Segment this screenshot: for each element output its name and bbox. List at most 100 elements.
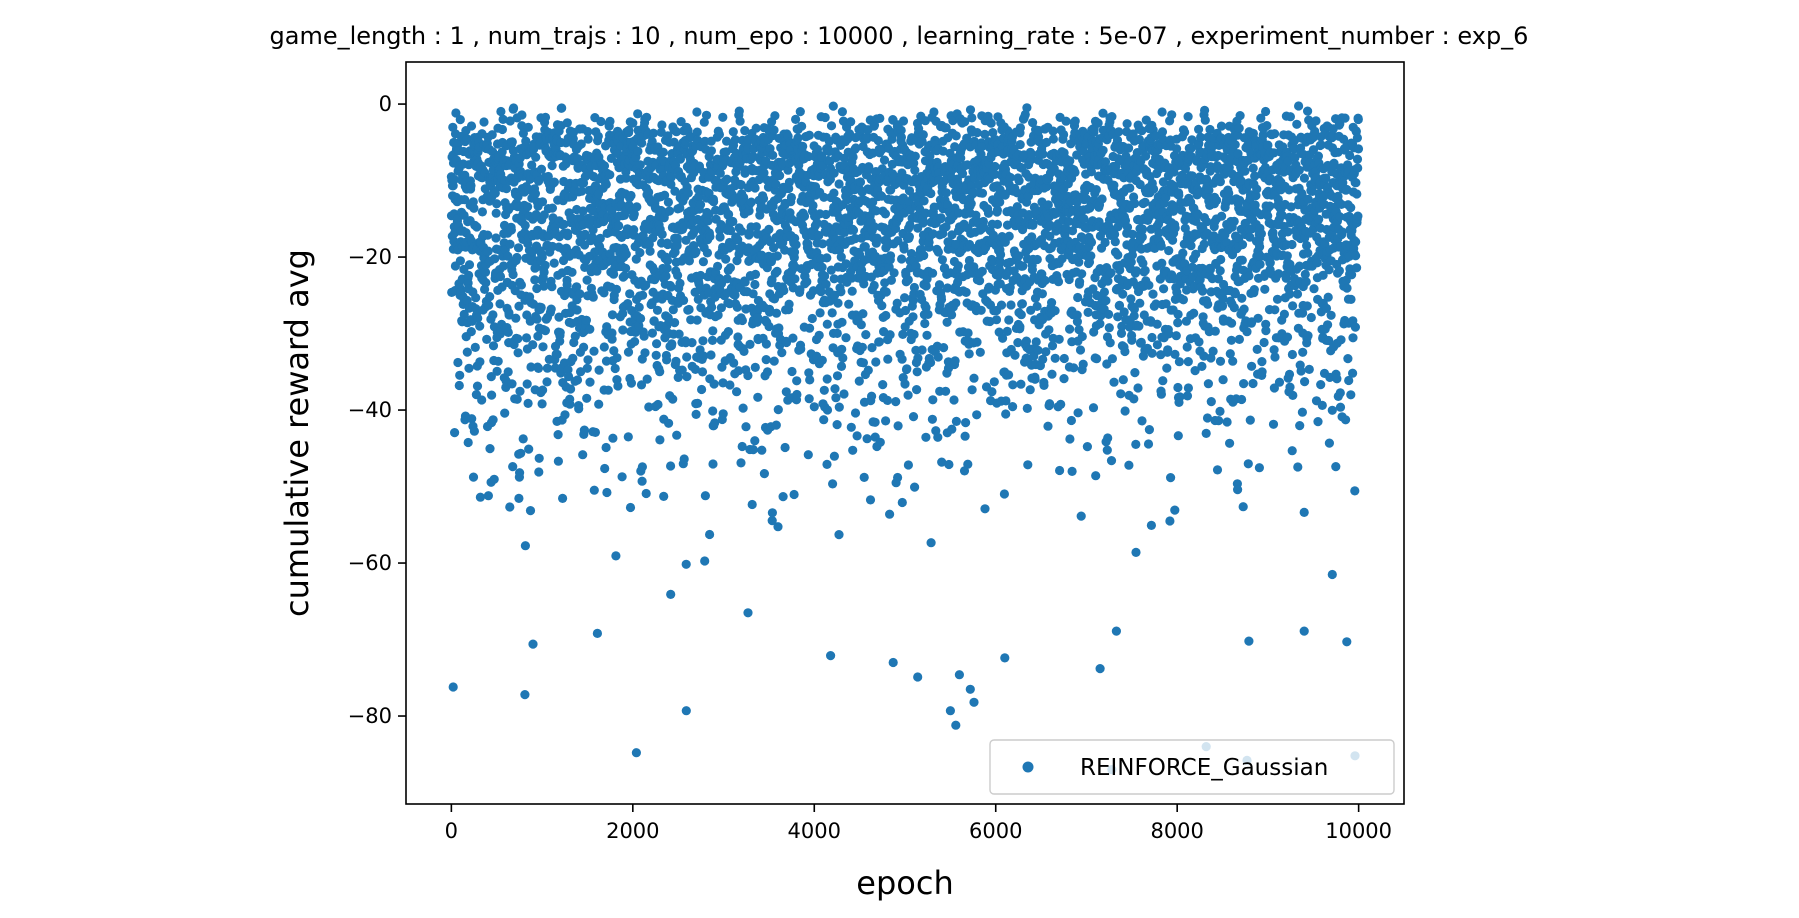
data-point xyxy=(479,117,489,127)
data-point xyxy=(505,502,515,512)
data-point xyxy=(582,393,592,403)
data-point xyxy=(1182,342,1192,352)
data-point xyxy=(566,384,576,394)
data-point xyxy=(533,363,544,373)
data-point xyxy=(617,472,627,482)
data-point xyxy=(1168,235,1178,245)
data-point xyxy=(572,282,582,292)
data-point xyxy=(542,377,552,387)
data-point xyxy=(1140,265,1150,276)
data-point xyxy=(576,139,586,149)
data-point xyxy=(1141,151,1151,161)
data-point xyxy=(1055,465,1065,476)
data-point xyxy=(759,168,769,178)
data-point xyxy=(467,414,477,424)
data-point xyxy=(799,211,810,221)
data-point xyxy=(1245,415,1255,425)
data-point xyxy=(1014,176,1024,186)
data-point xyxy=(896,125,906,135)
data-point xyxy=(729,358,739,368)
data-point xyxy=(725,380,735,390)
data-point xyxy=(1033,345,1043,355)
data-point xyxy=(863,365,873,375)
data-point xyxy=(469,203,479,213)
data-point xyxy=(523,398,533,408)
data-point xyxy=(1229,303,1239,313)
data-point xyxy=(1110,229,1120,239)
data-point xyxy=(497,124,507,135)
data-point xyxy=(623,432,633,442)
data-point xyxy=(976,149,986,159)
data-point xyxy=(1043,200,1053,210)
data-point xyxy=(909,282,920,293)
data-point xyxy=(585,324,595,334)
data-point xyxy=(881,310,891,321)
data-point xyxy=(1202,174,1212,184)
data-point xyxy=(818,239,828,249)
data-point xyxy=(1164,329,1174,339)
data-point xyxy=(1032,254,1042,265)
data-point xyxy=(1146,520,1156,531)
data-point xyxy=(475,492,485,502)
data-point xyxy=(822,374,832,384)
data-point xyxy=(595,233,605,243)
data-point xyxy=(992,205,1003,215)
data-point xyxy=(589,346,599,356)
data-point xyxy=(507,137,517,147)
data-point xyxy=(1073,408,1083,418)
data-point xyxy=(705,529,715,540)
data-point xyxy=(1100,157,1111,167)
data-point xyxy=(671,356,681,366)
data-point xyxy=(1040,275,1050,286)
data-point xyxy=(538,342,548,352)
data-point xyxy=(1109,180,1119,190)
data-point xyxy=(1288,390,1298,400)
data-point xyxy=(1129,304,1139,314)
data-point xyxy=(549,177,560,187)
data-point xyxy=(869,280,879,291)
data-point xyxy=(926,538,936,548)
data-point xyxy=(1174,190,1184,200)
data-point xyxy=(857,265,867,275)
data-point xyxy=(537,399,547,409)
data-point xyxy=(1156,389,1166,399)
data-point xyxy=(588,225,598,235)
data-point xyxy=(1018,261,1028,271)
data-point xyxy=(987,387,997,397)
data-point xyxy=(1173,431,1183,441)
data-point xyxy=(1137,126,1147,136)
data-point xyxy=(1157,258,1167,268)
data-point xyxy=(559,219,569,229)
data-point xyxy=(773,405,783,415)
data-point xyxy=(492,366,502,376)
data-point xyxy=(1004,231,1014,241)
data-point xyxy=(1225,438,1235,448)
data-point xyxy=(466,121,477,131)
data-point xyxy=(660,190,670,200)
data-point xyxy=(751,222,762,232)
data-point xyxy=(1059,129,1069,140)
data-point xyxy=(912,385,922,395)
data-point xyxy=(829,168,839,178)
data-point xyxy=(1118,289,1128,299)
data-point xyxy=(1004,370,1014,380)
data-point xyxy=(1282,332,1293,342)
data-point xyxy=(1059,374,1069,384)
data-point xyxy=(454,380,464,391)
data-point xyxy=(781,387,791,397)
data-point xyxy=(664,418,674,428)
data-point xyxy=(484,300,494,310)
data-point xyxy=(1242,327,1252,337)
data-point xyxy=(832,328,842,338)
data-point xyxy=(1198,286,1208,296)
data-point xyxy=(1299,173,1309,183)
data-point xyxy=(610,363,620,374)
data-point xyxy=(1061,223,1071,233)
data-point xyxy=(1257,357,1267,367)
data-point xyxy=(837,344,847,354)
data-point xyxy=(1261,106,1271,117)
data-point xyxy=(953,261,963,271)
data-point xyxy=(934,280,945,290)
data-point xyxy=(784,299,794,309)
